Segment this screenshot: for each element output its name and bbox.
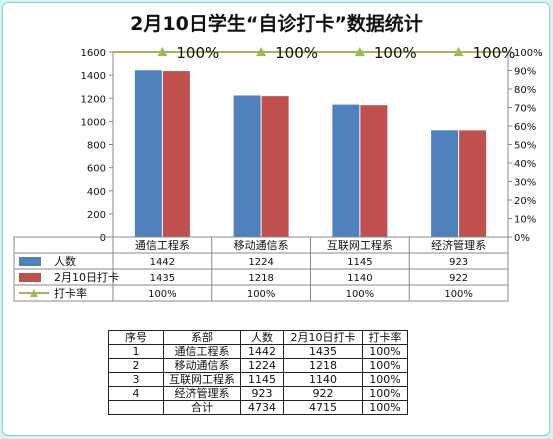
summary-cell: 922 bbox=[283, 386, 363, 401]
x-category-label: 经济管理系 bbox=[431, 238, 486, 252]
summary-cell: 100% bbox=[362, 344, 408, 359]
bar-checkin bbox=[261, 96, 289, 237]
y2-tick-label: 60% bbox=[514, 122, 536, 133]
summary-cell bbox=[108, 400, 164, 415]
legend-key-checkin bbox=[19, 273, 41, 282]
summary-cell: 1 bbox=[108, 344, 164, 359]
data-table-value: 1442 bbox=[150, 257, 175, 268]
y2-tick-label: 50% bbox=[514, 141, 536, 152]
y2-tick-label: 30% bbox=[514, 178, 536, 189]
chart-title: 2月10日学生“自诊打卡”数据统计 bbox=[130, 13, 423, 35]
data-table-value: 1145 bbox=[347, 257, 372, 268]
summary-cell: 4734 bbox=[240, 400, 284, 415]
summary-cell: 100% bbox=[362, 386, 408, 401]
y-tick-label: 600 bbox=[87, 164, 106, 175]
data-table-value: 100% bbox=[148, 289, 177, 300]
legend-key-rate-marker bbox=[30, 289, 38, 297]
summary-cell: 移动通信系 bbox=[163, 358, 241, 373]
summary-header-cell: 2月10日打卡 bbox=[283, 330, 363, 345]
bar-checkin bbox=[162, 71, 190, 237]
summary-cell: 4715 bbox=[283, 400, 363, 415]
legend-label: 打卡率 bbox=[54, 286, 87, 300]
chart-svg: 0 200 400 600 800 1000 1200 1400 1600 0% 10% 20% 30%… bbox=[13, 44, 543, 302]
y-tick-label: 1600 bbox=[81, 48, 106, 59]
y2-tick-label: 80% bbox=[514, 85, 536, 96]
y-tick-label: 0 bbox=[100, 233, 106, 244]
rate-point-label: 100% bbox=[176, 44, 219, 62]
summary-cell: 4 bbox=[108, 386, 164, 401]
y2-tick-label: 0% bbox=[514, 233, 530, 244]
data-table-value: 1435 bbox=[150, 273, 175, 284]
legend-label: 2月10日打卡 bbox=[54, 270, 119, 284]
rate-point bbox=[453, 47, 464, 56]
y-tick-label: 200 bbox=[87, 210, 106, 221]
rate-point-label: 100% bbox=[473, 44, 516, 62]
bar-checkin bbox=[459, 130, 487, 237]
summary-header-cell: 序号 bbox=[108, 330, 164, 345]
summary-cell: 1218 bbox=[283, 358, 363, 373]
x-category-label: 通信工程系 bbox=[135, 239, 190, 252]
summary-header-row: 序号 系部 人数 2月10日打卡 打卡率 bbox=[108, 330, 408, 345]
x-category-label: 互联网工程系 bbox=[327, 239, 393, 252]
summary-row: 2 移动通信系 1224 1218 100% bbox=[108, 358, 408, 373]
bar-headcount bbox=[332, 104, 360, 237]
legend-label: 人数 bbox=[54, 255, 76, 268]
rate-point bbox=[157, 47, 168, 56]
bar-checkin bbox=[360, 105, 388, 237]
data-table-value: 1140 bbox=[347, 273, 372, 284]
rate-point bbox=[354, 47, 365, 56]
summary-cell: 1140 bbox=[283, 372, 363, 387]
summary-header-cell: 人数 bbox=[240, 330, 284, 345]
rate-point bbox=[256, 47, 267, 56]
y2-tick-label: 40% bbox=[514, 159, 536, 170]
bar-headcount bbox=[431, 130, 459, 237]
data-table-value: 922 bbox=[449, 273, 468, 284]
data-table-value: 1224 bbox=[248, 257, 273, 268]
summary-cell: 经济管理系 bbox=[163, 386, 241, 401]
summary-row: 3 互联网工程系 1145 1140 100% bbox=[108, 372, 408, 387]
rate-point-label: 100% bbox=[275, 44, 318, 62]
summary-cell: 通信工程系 bbox=[163, 344, 241, 359]
summary-cell: 100% bbox=[362, 372, 408, 387]
summary-header-cell: 打卡率 bbox=[362, 330, 408, 345]
summary-cell: 100% bbox=[362, 358, 408, 373]
y-tick-label: 1000 bbox=[81, 117, 106, 128]
y-tick-label: 800 bbox=[87, 141, 106, 152]
summary-cell: 923 bbox=[240, 386, 284, 401]
y2-tick-label: 10% bbox=[514, 215, 536, 226]
legend-key-headcount bbox=[19, 257, 41, 266]
summary-cell: 100% bbox=[362, 400, 408, 415]
summary-cell: 3 bbox=[108, 372, 164, 387]
bar-headcount bbox=[134, 70, 162, 237]
data-table-value: 100% bbox=[444, 289, 473, 300]
x-category-label: 移动通信系 bbox=[234, 239, 289, 252]
summary-row: 1 通信工程系 1442 1435 100% bbox=[108, 344, 408, 359]
summary-cell: 1145 bbox=[240, 372, 284, 387]
bar-headcount bbox=[233, 95, 261, 237]
data-table-value: 100% bbox=[346, 289, 375, 300]
rate-point-label: 100% bbox=[374, 44, 417, 62]
summary-total-row: 合计 4734 4715 100% bbox=[108, 400, 408, 415]
summary-cell: 1435 bbox=[283, 344, 363, 359]
y-tick-label: 400 bbox=[87, 187, 106, 198]
y2-tick-label: 90% bbox=[514, 67, 536, 78]
summary-cell: 互联网工程系 bbox=[163, 372, 241, 387]
y2-tick-label: 20% bbox=[514, 196, 536, 207]
summary-header-cell: 系部 bbox=[163, 330, 241, 345]
summary-table: 序号 系部 人数 2月10日打卡 打卡率 1 通信工程系 1442 1435 1… bbox=[108, 330, 408, 415]
data-table-value: 1218 bbox=[248, 273, 273, 284]
y-tick-label: 1200 bbox=[81, 94, 106, 105]
summary-cell: 1224 bbox=[240, 358, 284, 373]
summary-row: 4 经济管理系 923 922 100% bbox=[108, 386, 408, 401]
data-table-value: 923 bbox=[449, 257, 468, 268]
y-tick-label: 1400 bbox=[81, 71, 106, 82]
y2-tick-label: 70% bbox=[514, 104, 536, 115]
data-table-value: 100% bbox=[247, 289, 276, 300]
summary-cell: 合计 bbox=[163, 400, 241, 415]
summary-cell: 1442 bbox=[240, 344, 284, 359]
y2-tick-label: 100% bbox=[514, 48, 543, 59]
summary-cell: 2 bbox=[108, 358, 164, 373]
